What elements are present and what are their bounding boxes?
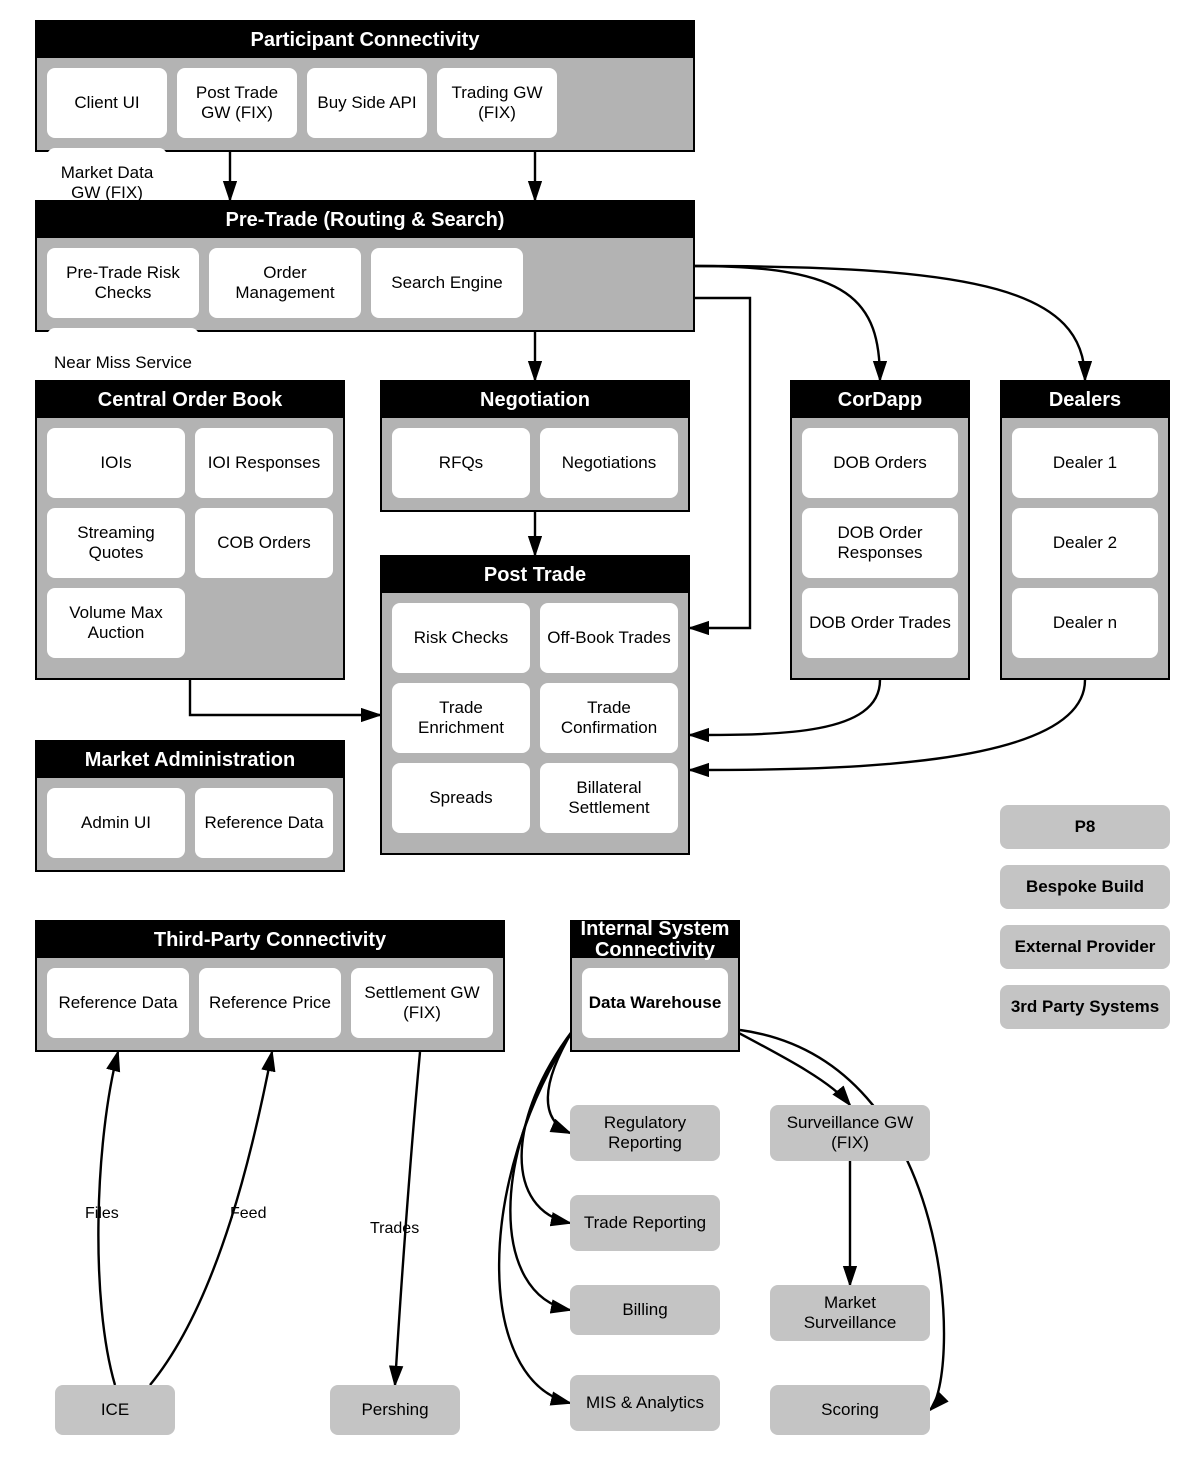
cell-thirdparty-0: Reference Data (47, 968, 189, 1038)
edge-7 (695, 266, 880, 380)
freebox-pershing: Pershing (330, 1385, 460, 1435)
cell-cordapp-1: DOB Order Responses (802, 508, 958, 578)
group-body-marketadmin: Admin UIReference Data (37, 778, 343, 870)
cell-negotiation-0: RFQs (392, 428, 530, 498)
cell-pretrade-2: Search Engine (371, 248, 523, 318)
edge-13 (395, 1052, 420, 1385)
group-body-participant: Client UIPost Trade GW (FIX)Buy Side API… (37, 58, 693, 150)
group-body-internal: Data Warehouse (572, 958, 738, 1050)
group-body-posttrade: Risk ChecksOff-Book TradesTrade Enrichme… (382, 593, 688, 853)
cell-dealers-0: Dealer 1 (1012, 428, 1158, 498)
group-participant: Participant ConnectivityClient UIPost Tr… (35, 20, 695, 152)
cell-dealers-1: Dealer 2 (1012, 508, 1158, 578)
cell-posttrade-4: Spreads (392, 763, 530, 833)
group-header-cordapp: CorDapp (792, 382, 968, 418)
cell-participant-1: Post Trade GW (FIX) (177, 68, 297, 138)
edge-15 (522, 1030, 573, 1223)
cell-cob-2: Streaming Quotes (47, 508, 185, 578)
freebox-leg_ext: External Provider (1000, 925, 1170, 969)
cell-participant-3: Trading GW (FIX) (437, 68, 557, 138)
freebox-marketsurv: Market Surveillance (770, 1285, 930, 1341)
cell-cordapp-0: DOB Orders (802, 428, 958, 498)
group-dealers: Dealers Dealer 1 Dealer 2 Dealer n (1000, 380, 1170, 680)
cell-marketadmin-0: Admin UI (47, 788, 185, 858)
cell-pretrade-0: Pre-Trade Risk Checks (47, 248, 199, 318)
edge-6 (690, 298, 750, 628)
group-header-participant: Participant Connectivity (37, 22, 693, 58)
cell-cob-1: IOI Responses (195, 428, 333, 498)
freebox-billing: Billing (570, 1285, 720, 1335)
edge-label-13: Trades (370, 1220, 419, 1238)
edge-label-12: Feed (230, 1205, 266, 1223)
group-body-pretrade: Pre-Trade Risk ChecksOrder ManagementSea… (37, 238, 693, 330)
freebox-traderep: Trade Reporting (570, 1195, 720, 1251)
cell-internal-0: Data Warehouse (582, 968, 728, 1038)
cell-posttrade-2: Trade Enrichment (392, 683, 530, 753)
group-header-dealers: Dealers (1002, 382, 1168, 418)
group-header-pretrade: Pre-Trade (Routing & Search) (37, 202, 693, 238)
edge-5 (190, 680, 380, 715)
freebox-ice: ICE (55, 1385, 175, 1435)
group-header-posttrade: Post Trade (382, 557, 688, 593)
group-header-negotiation: Negotiation (382, 382, 688, 418)
edge-label-11: Files (85, 1205, 119, 1223)
group-body-cordapp: DOB Orders DOB Order Responses DOB Order T… (792, 418, 968, 678)
group-header-internal: Internal System Connectivity (572, 922, 738, 958)
group-cordapp: CorDappDOB OrdersDOB Order ResponsesDOB … (790, 380, 970, 680)
group-header-cob: Central Order Book (37, 382, 343, 418)
cell-thirdparty-1: Reference Price (199, 968, 341, 1038)
group-pretrade: Pre-Trade (Routing & Search)Pre-Trade Ri… (35, 200, 695, 332)
cell-posttrade-3: Trade Confirmation (540, 683, 678, 753)
group-body-negotiation: RFQsNegotiations (382, 418, 688, 510)
freebox-mis: MIS & Analytics (570, 1375, 720, 1431)
cell-cob-0: IOIs (47, 428, 185, 498)
group-body-dealers: Dealer 1 Dealer 2 Dealer n (1002, 418, 1168, 678)
cell-cob-4: Volume Max Auction (47, 588, 185, 658)
edge-10 (690, 680, 1085, 770)
group-body-thirdparty: Reference DataReference PriceSettlement … (37, 958, 503, 1050)
freebox-leg_3p: 3rd Party Systems (1000, 985, 1170, 1029)
group-header-thirdparty: Third-Party Connectivity (37, 922, 503, 958)
freebox-surveilgw: Surveillance GW (FIX) (770, 1105, 930, 1161)
freebox-scoring: Scoring (770, 1385, 930, 1435)
edge-20 (740, 1030, 944, 1410)
cell-posttrade-1: Off-Book Trades (540, 603, 678, 673)
group-internal: Internal System Connectivity Data Warehou… (570, 920, 740, 1052)
group-posttrade: Post TradeRisk ChecksOff-Book TradesTrad… (380, 555, 690, 855)
group-thirdparty: Third-Party ConnectivityReference DataRe… (35, 920, 505, 1052)
group-header-marketadmin: Market Administration (37, 742, 343, 778)
group-negotiation: NegotiationRFQsNegotiations (380, 380, 690, 512)
diagram-canvas: Participant ConnectivityClient UIPost Tr… (0, 0, 1201, 1479)
freebox-leg_p8: P8 (1000, 805, 1170, 849)
cell-marketadmin-1: Reference Data (195, 788, 333, 858)
group-cob: Central Order BookIOIsIOI ResponsesStrea… (35, 380, 345, 680)
freebox-leg_bespoke: Bespoke Build (1000, 865, 1170, 909)
cell-thirdparty-2: Settlement GW (FIX) (351, 968, 493, 1038)
edge-16 (510, 1030, 573, 1310)
edge-17 (499, 1030, 573, 1403)
cell-posttrade-0: Risk Checks (392, 603, 530, 673)
group-marketadmin: Market AdministrationAdmin UIReference D… (35, 740, 345, 872)
edge-8 (695, 266, 1085, 380)
freebox-regrep: Regulatory Reporting (570, 1105, 720, 1161)
cell-dealers-2: Dealer n (1012, 588, 1158, 658)
cell-participant-2: Buy Side API (307, 68, 427, 138)
cell-participant-0: Client UI (47, 68, 167, 138)
group-body-cob: IOIsIOI ResponsesStreaming QuotesCOB Ord… (37, 418, 343, 678)
edge-9 (690, 680, 880, 735)
cell-pretrade-1: Order Management (209, 248, 361, 318)
cell-cob-3: COB Orders (195, 508, 333, 578)
cell-posttrade-5: Billateral Settlement (540, 763, 678, 833)
cell-cordapp-2: DOB Order Trades (802, 588, 958, 658)
cell-negotiation-1: Negotiations (540, 428, 678, 498)
